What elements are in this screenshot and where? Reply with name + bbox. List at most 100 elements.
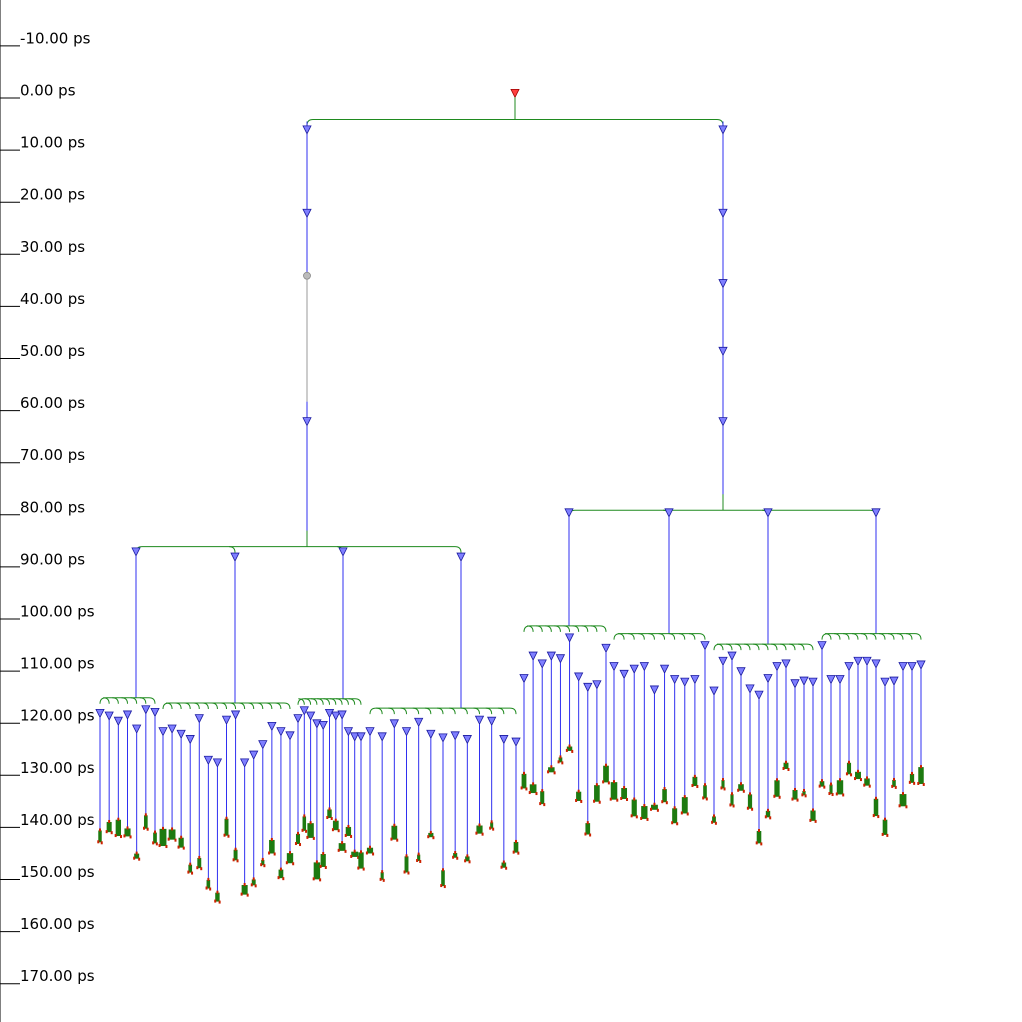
- leaf-accent: [661, 800, 664, 804]
- leaf-accent: [656, 808, 659, 812]
- event-node-icon: [718, 656, 728, 667]
- leaf-cluster: [390, 823, 399, 842]
- leaf-accent: [609, 797, 612, 801]
- leaf-block: [215, 892, 220, 902]
- leaf-accent: [740, 782, 742, 786]
- leaf-accent: [207, 877, 210, 881]
- event-node-icon: [122, 710, 133, 720]
- event-node-icon: [350, 732, 360, 742]
- leaf-block: [345, 826, 352, 836]
- event-node-icon: [898, 662, 908, 672]
- leaf-accent: [209, 887, 212, 891]
- leaf-accent: [432, 836, 435, 840]
- leaf-accent: [442, 868, 444, 872]
- leaf-accent: [429, 830, 432, 834]
- axis-tick-label: 160.00 ps: [20, 915, 95, 933]
- branch-curve: [842, 633, 850, 640]
- leaf-block: [610, 782, 618, 800]
- leaf-cluster: [691, 774, 699, 789]
- leaf-block: [134, 853, 140, 859]
- branch-curve: [256, 702, 264, 709]
- branch-curve: [887, 633, 895, 640]
- leaf-block: [106, 821, 112, 833]
- event-node-icon: [709, 686, 719, 696]
- leaf-accent: [223, 833, 226, 837]
- leaf-accent: [174, 838, 177, 842]
- branch-curve: [304, 698, 312, 705]
- leaf-accent: [138, 857, 141, 861]
- leaf-cluster: [872, 796, 880, 819]
- leaf-cluster: [223, 816, 230, 838]
- branch-curve: [618, 633, 625, 640]
- event-tree: [95, 88, 926, 904]
- leaf-cluster: [337, 841, 347, 853]
- leaf-accent: [785, 760, 787, 764]
- branch-curve: [788, 643, 796, 651]
- branch-curve: [220, 702, 227, 709]
- leaf-accent: [500, 865, 503, 869]
- leaf-cluster: [319, 852, 327, 869]
- leaf-accent: [575, 798, 578, 802]
- leaf-accent: [218, 900, 221, 904]
- leaf-cluster: [452, 851, 459, 860]
- leaf-accent: [154, 830, 156, 834]
- leaf-accent: [454, 851, 457, 855]
- axis-tick-label: 60.00 ps: [20, 394, 85, 412]
- leaf-block: [261, 859, 265, 866]
- event-node-icon: [916, 660, 926, 670]
- leaf-accent: [357, 866, 360, 870]
- leaf-cluster: [891, 777, 897, 789]
- branch-curve: [860, 633, 868, 640]
- leaf-block: [738, 784, 744, 791]
- branch-curve: [648, 633, 655, 640]
- leaf-block: [747, 794, 753, 809]
- leaf-cluster: [863, 776, 871, 788]
- event-node-icon: [499, 735, 509, 745]
- leaf-cluster: [620, 786, 629, 801]
- leaf-accent: [541, 789, 544, 793]
- branch-curve: [342, 698, 349, 705]
- leaf-block: [124, 828, 131, 837]
- branch-curve: [376, 707, 383, 715]
- leaf-cluster: [835, 778, 845, 797]
- branch-curve: [497, 707, 505, 715]
- leaf-accent: [791, 797, 794, 801]
- leaf-accent: [881, 832, 884, 836]
- leaf-accent: [234, 847, 237, 851]
- leaf-block: [892, 779, 896, 787]
- leaf-cluster: [123, 826, 132, 839]
- leaf-block: [529, 784, 537, 794]
- leaf-accent: [301, 828, 304, 832]
- leaf-accent: [729, 803, 732, 807]
- leaf-accent: [839, 778, 841, 782]
- leaf-accent: [464, 859, 467, 863]
- leaf-block: [98, 830, 102, 843]
- leaf-accent: [97, 840, 100, 844]
- leaf-accent: [117, 817, 120, 821]
- leaf-accent: [593, 799, 596, 803]
- leaf-accent: [319, 864, 322, 868]
- leaf-accent: [553, 771, 556, 775]
- branch-curve: [554, 625, 561, 632]
- leaf-block: [313, 862, 321, 880]
- branch-curve: [473, 707, 480, 715]
- leaf-accent: [328, 807, 331, 811]
- event-node-icon: [338, 547, 348, 557]
- leaf-accent: [804, 794, 807, 798]
- leaf-cluster: [416, 852, 422, 863]
- leaf-block: [918, 767, 924, 784]
- leaf-block: [792, 789, 798, 800]
- leaf-accent: [260, 863, 263, 867]
- leaf-block: [159, 828, 167, 847]
- leaf-accent: [760, 842, 763, 846]
- leaf-cluster: [285, 851, 295, 866]
- leaf-block: [188, 864, 193, 873]
- leaf-accent: [877, 815, 880, 819]
- leaf-accent: [515, 839, 517, 843]
- event-node-icon: [639, 662, 649, 672]
- leaf-block: [178, 837, 184, 848]
- event-node-icon: [853, 656, 863, 667]
- leaf-accent: [898, 804, 901, 808]
- event-node-icon: [601, 643, 611, 654]
- leaf-accent: [868, 784, 871, 788]
